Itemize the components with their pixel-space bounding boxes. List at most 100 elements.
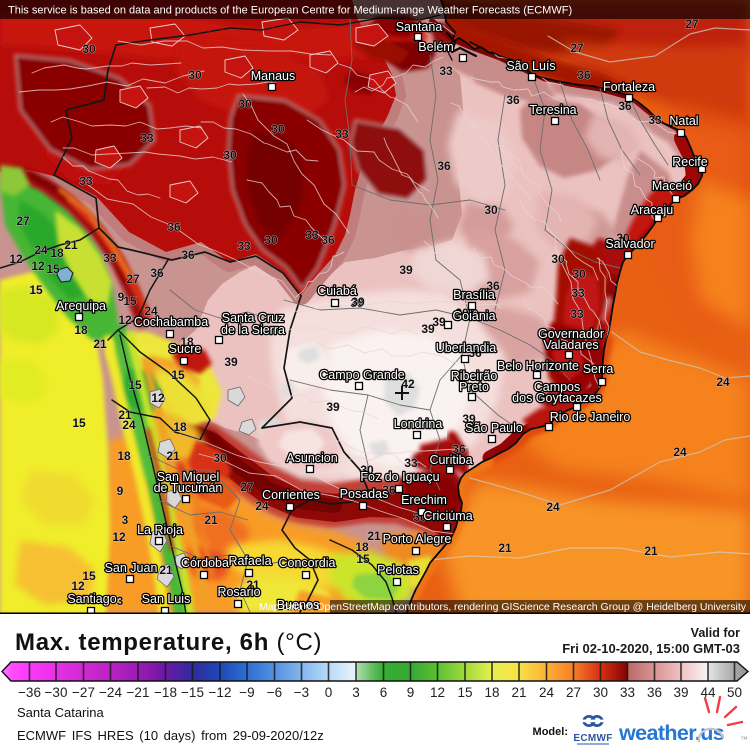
svg-text:15: 15: [123, 294, 137, 308]
svg-text:21: 21: [118, 408, 132, 422]
svg-text:30: 30: [616, 231, 630, 245]
svg-text:21: 21: [159, 563, 173, 577]
svg-text:12: 12: [31, 259, 45, 273]
svg-text:24: 24: [673, 445, 687, 459]
svg-text:Cuiabá: Cuiabá: [317, 284, 357, 298]
svg-text:24: 24: [546, 500, 560, 514]
svg-text:6: 6: [380, 685, 388, 700]
svg-text:Recife: Recife: [672, 155, 707, 169]
svg-text:33: 33: [570, 307, 584, 321]
svg-text:33: 33: [335, 127, 349, 141]
svg-text:30: 30: [264, 233, 278, 247]
svg-text:33: 33: [571, 286, 585, 300]
svg-text:33: 33: [140, 131, 154, 145]
svg-text:Teresina: Teresina: [529, 103, 576, 117]
svg-text:Salvador: Salvador: [605, 237, 654, 251]
svg-text:39: 39: [224, 355, 238, 369]
svg-text:18: 18: [484, 685, 499, 700]
svg-text:39: 39: [421, 322, 435, 336]
svg-text:−21: −21: [127, 685, 150, 700]
svg-text:30: 30: [455, 306, 469, 320]
svg-text:−15: −15: [181, 685, 204, 700]
svg-text:Map data © OpenStreetMap contr: Map data © OpenStreetMap contributors, r…: [259, 601, 747, 613]
svg-text:39: 39: [326, 400, 340, 414]
svg-text:São Paulo: São Paulo: [465, 421, 523, 435]
svg-text:27: 27: [240, 480, 254, 494]
svg-text:18: 18: [74, 323, 88, 337]
svg-text:21: 21: [93, 337, 107, 351]
svg-text:Aracaju: Aracaju: [631, 203, 673, 217]
svg-text:™: ™: [740, 735, 748, 744]
svg-text:27: 27: [16, 214, 30, 228]
svg-text:30: 30: [82, 42, 96, 56]
svg-text:12: 12: [112, 530, 126, 544]
svg-text:18: 18: [173, 420, 187, 434]
svg-text:30: 30: [551, 252, 565, 266]
svg-text:Rio de Janeiro: Rio de Janeiro: [550, 410, 631, 424]
svg-text:−18: −18: [154, 685, 177, 700]
svg-text:Concordia: Concordia: [279, 556, 336, 570]
svg-text:36: 36: [506, 93, 520, 107]
svg-text:21: 21: [367, 529, 381, 543]
svg-text:3: 3: [117, 594, 124, 608]
svg-text:33: 33: [648, 113, 662, 127]
svg-text:weather.us: weather.us: [618, 721, 725, 745]
svg-text:Fortaleza: Fortaleza: [603, 80, 655, 94]
svg-text:Campos: Campos: [534, 380, 581, 394]
svg-text:San Miguel: San Miguel: [157, 470, 220, 484]
svg-text:This service is based on data: This service is based on data and produc…: [8, 5, 572, 17]
svg-text:Governador: Governador: [538, 327, 604, 341]
svg-text:15: 15: [82, 569, 96, 583]
svg-text:15: 15: [171, 368, 185, 382]
svg-text:15: 15: [29, 283, 43, 297]
svg-text:39: 39: [399, 263, 413, 277]
svg-text:12: 12: [430, 685, 445, 700]
svg-text:Rafaela: Rafaela: [228, 554, 271, 568]
svg-text:39: 39: [432, 315, 446, 329]
svg-text:Pelotas: Pelotas: [377, 563, 419, 577]
svg-text:33: 33: [305, 228, 319, 242]
svg-text:30: 30: [188, 68, 202, 82]
svg-text:27: 27: [685, 17, 699, 31]
svg-text:San Juan: San Juan: [105, 561, 158, 575]
svg-text:dos Goytacazes: dos Goytacazes: [512, 391, 602, 405]
svg-text:Corrientes: Corrientes: [262, 488, 320, 502]
svg-text:30: 30: [223, 148, 237, 162]
svg-text:Belém: Belém: [418, 40, 453, 54]
svg-text:36: 36: [382, 483, 396, 497]
svg-text:30: 30: [593, 685, 608, 700]
svg-text:−9: −9: [239, 685, 254, 700]
svg-text:0: 0: [325, 685, 333, 700]
svg-text:−36: −36: [18, 685, 41, 700]
svg-text:36: 36: [647, 685, 662, 700]
svg-text:Serra: Serra: [583, 362, 614, 376]
svg-text:27: 27: [126, 272, 140, 286]
svg-text:12: 12: [71, 579, 85, 593]
svg-text:21: 21: [498, 541, 512, 555]
svg-text:Buenos: Buenos: [277, 598, 319, 612]
svg-text:18: 18: [180, 335, 194, 349]
svg-text:30: 30: [484, 203, 498, 217]
svg-text:44: 44: [700, 685, 716, 700]
svg-text:Posadas: Posadas: [340, 487, 389, 501]
svg-text:18: 18: [355, 540, 369, 554]
svg-text:30: 30: [238, 97, 252, 111]
svg-text:24: 24: [539, 685, 555, 700]
svg-text:Preto: Preto: [459, 380, 489, 394]
svg-text:30: 30: [213, 451, 227, 465]
svg-text:Model:: Model:: [533, 726, 568, 738]
svg-text:36: 36: [167, 220, 181, 234]
svg-text:San Luis: San Luis: [142, 592, 191, 606]
svg-text:42: 42: [401, 377, 415, 391]
svg-text:São Luís: São Luís: [506, 59, 555, 73]
svg-text:33: 33: [439, 64, 453, 78]
svg-text:21: 21: [64, 238, 78, 252]
svg-text:15: 15: [72, 416, 86, 430]
svg-text:Santiago: Santiago: [67, 592, 116, 606]
svg-text:36: 36: [181, 248, 195, 262]
svg-text:50: 50: [727, 685, 742, 700]
svg-text:30: 30: [271, 122, 285, 136]
svg-text:24: 24: [716, 375, 730, 389]
svg-text:Santana: Santana: [396, 20, 443, 34]
svg-text:de Tucumán: de Tucumán: [154, 481, 223, 495]
